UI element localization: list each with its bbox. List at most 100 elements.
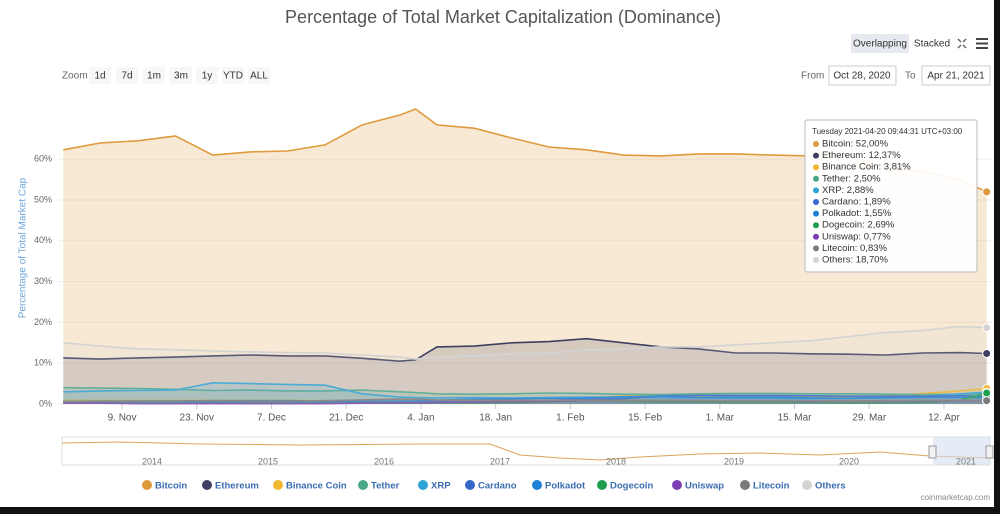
x-tick-label: 7. Dec <box>257 413 286 424</box>
navigator[interactable] <box>61 436 991 466</box>
legend-swatch[interactable] <box>672 480 682 490</box>
y-tick-label: 30% <box>34 276 52 286</box>
zoom-button[interactable] <box>116 67 138 84</box>
tooltip-entry: Dogecoin: 2,69% <box>822 220 895 231</box>
to-input[interactable] <box>921 65 991 86</box>
to-value[interactable]: Apr 21, 2021 <box>927 71 985 82</box>
zoom-button-label[interactable]: 1d <box>94 71 105 82</box>
y-axis-label: Percentage of Total Market Cap <box>18 177 29 318</box>
navigator-label: 2015 <box>258 456 278 466</box>
zoom-label: Zoom <box>62 71 88 82</box>
legend-swatch[interactable] <box>802 480 812 490</box>
x-tick-label: 1. Mar <box>706 413 735 424</box>
x-tick-label: 18. Jan <box>479 413 512 424</box>
zoom-button[interactable] <box>89 67 111 84</box>
tooltip-bullet <box>813 245 819 252</box>
legend-swatch[interactable] <box>597 480 607 490</box>
legend-swatch[interactable] <box>273 480 283 490</box>
tooltip-entry: Litecoin: 0,83% <box>822 243 888 254</box>
series-line <box>63 395 987 404</box>
tooltip-bullet <box>813 199 819 205</box>
navigator-handle[interactable] <box>985 445 994 459</box>
navigator-handle[interactable] <box>928 445 937 459</box>
legend-label[interactable]: Cardano <box>478 481 517 492</box>
hover-marker <box>982 388 992 398</box>
x-tick-label: 29. Mar <box>852 413 887 424</box>
x-tick-label: 15. Mar <box>778 413 813 424</box>
tooltip-entry: Ethereum: 12,37% <box>822 150 901 161</box>
legend-label[interactable]: Uniswap <box>685 481 724 492</box>
legend-swatch[interactable] <box>418 480 428 490</box>
navigator-label: 2014 <box>142 456 162 466</box>
mode-button[interactable] <box>851 34 909 53</box>
zoom-button[interactable] <box>222 67 244 84</box>
legend-swatch[interactable] <box>465 480 475 490</box>
legend-label[interactable]: Polkadot <box>545 481 586 492</box>
legend-label[interactable]: Ethereum <box>215 481 259 492</box>
y-tick-label: 0% <box>39 398 52 408</box>
menu-icon[interactable] <box>976 38 988 49</box>
tooltip-entry: Uniswap: 0,77% <box>822 231 891 242</box>
hover-marker <box>982 349 992 359</box>
mode-button-label[interactable]: Overlapping <box>853 39 907 50</box>
area-fill <box>63 338 987 404</box>
tooltip-bullet <box>813 152 819 159</box>
mode-button-label[interactable]: Stacked <box>914 39 950 50</box>
zoom-button-label[interactable]: ALL <box>250 71 268 82</box>
tooltip-bullet <box>813 175 819 182</box>
x-tick-label: 12. Apr <box>928 413 960 424</box>
tooltip-entry: Binance Coin: 3,81% <box>822 162 911 173</box>
from-label: From <box>801 71 824 82</box>
tooltip-header: Tuesday 2021-04-20 09:44:31 UTC+03:00 <box>812 127 963 136</box>
zoom-button[interactable] <box>143 67 165 84</box>
tooltip-entry: Bitcoin: 52,00% <box>822 139 889 150</box>
legend-label[interactable]: Tether <box>371 481 400 492</box>
legend-label[interactable]: Dogecoin <box>610 481 653 492</box>
y-tick-label: 50% <box>34 194 52 204</box>
hover-marker <box>982 323 992 333</box>
zoom-button[interactable] <box>170 67 192 84</box>
x-tick-label: 21. Dec <box>329 413 363 424</box>
zoom-button-label[interactable]: 1y <box>202 71 213 82</box>
series-line <box>63 386 987 396</box>
legend-label[interactable]: Litecoin <box>753 481 790 492</box>
legend-swatch[interactable] <box>142 480 152 490</box>
legend-label[interactable]: Binance Coin <box>286 481 347 492</box>
hover-marker <box>982 187 992 197</box>
legend-label[interactable]: Bitcoin <box>155 481 187 492</box>
y-tick-label: 10% <box>34 358 52 368</box>
navigator-label: 2021 <box>956 456 976 466</box>
series-line <box>63 337 987 363</box>
tooltip-bullet <box>813 233 819 240</box>
tooltip-bullet <box>813 222 819 229</box>
legend-label[interactable]: Others <box>815 481 846 492</box>
from-value[interactable]: Oct 28, 2020 <box>833 71 891 82</box>
credit: coinmarketcap.com <box>921 493 991 502</box>
zoom-button-label[interactable]: 3m <box>174 71 188 82</box>
tooltip-bullet <box>813 164 819 171</box>
zoom-button-label[interactable]: YTD <box>223 71 243 82</box>
from-input[interactable] <box>828 65 897 86</box>
legend-swatch[interactable] <box>358 480 368 490</box>
fullscreen-icon[interactable] <box>957 38 967 49</box>
tooltip-entry: Tether: 2,50% <box>822 173 881 184</box>
zoom-button[interactable] <box>248 67 270 84</box>
navigator-selection[interactable] <box>933 437 990 465</box>
legend-swatch[interactable] <box>740 480 750 490</box>
tooltip-entry: Others: 18,70% <box>822 255 889 266</box>
x-tick-label: 1. Feb <box>556 413 585 424</box>
tooltip-bullet <box>813 257 819 263</box>
x-tick-label: 9. Nov <box>108 413 137 424</box>
zoom-button[interactable] <box>196 67 218 84</box>
legend-label[interactable]: XRP <box>431 481 451 492</box>
legend-swatch[interactable] <box>532 480 542 490</box>
legend-swatch[interactable] <box>202 480 212 490</box>
area-fill <box>63 109 987 404</box>
series-line <box>63 325 987 360</box>
navigator-label: 2018 <box>606 456 626 466</box>
zoom-button-label[interactable]: 7d <box>121 71 132 82</box>
tooltip-entry: XRP: 2,88% <box>822 185 874 196</box>
area-fill <box>63 326 987 404</box>
zoom-button-label[interactable]: 1m <box>147 71 161 82</box>
